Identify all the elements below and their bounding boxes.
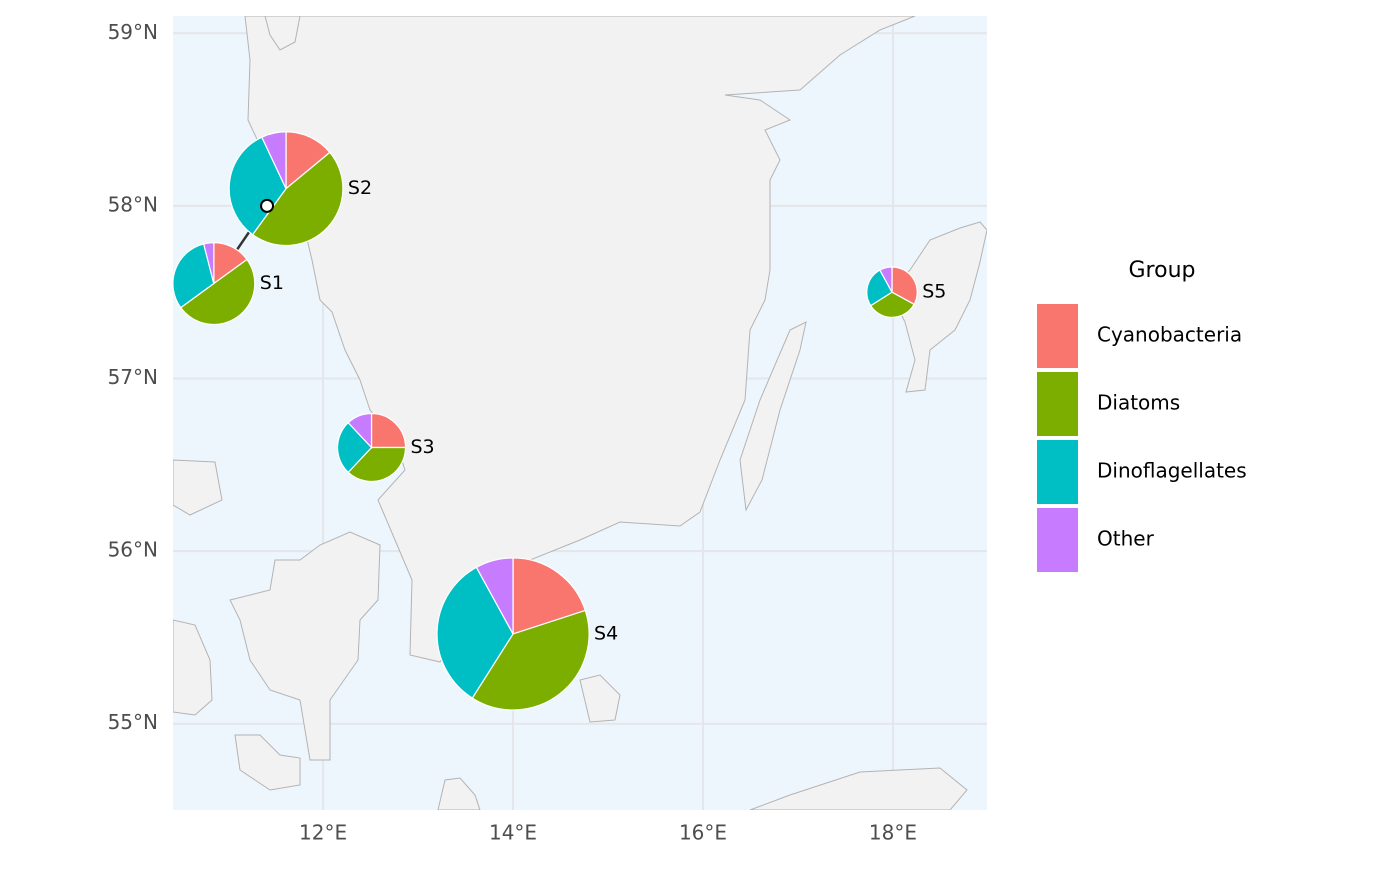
legend-label: Dinoflagellates [1097, 459, 1247, 483]
legend-key [1037, 372, 1078, 436]
y-tick-label: 57°N [108, 365, 158, 389]
x-tick-label: 18°E [869, 821, 917, 845]
legend-label: Cyanobacteria [1097, 323, 1242, 347]
pie-slice [879, 266, 893, 293]
pie-slice [179, 258, 256, 325]
pie-slice [869, 291, 915, 318]
legend-key [1037, 440, 1078, 504]
pie-slice [172, 243, 215, 309]
pie-slice [866, 269, 893, 307]
legend-label: Diatoms [1097, 391, 1180, 415]
land [173, 459, 223, 516]
pie-slice [347, 446, 407, 483]
station-label: S1 [260, 272, 284, 294]
x-tick-label: 12°E [299, 821, 347, 845]
pie-slice [251, 151, 344, 247]
pie-slice [347, 412, 373, 450]
y-tick-label: 58°N [108, 192, 158, 216]
x-tick-label: 14°E [489, 821, 537, 845]
pie-slice [228, 136, 287, 236]
land [437, 777, 481, 810]
station-label: S5 [922, 281, 946, 303]
legend: Cyanobacteria Diatoms Dinoflagellates Other [1037, 304, 1247, 572]
station-label: S3 [411, 436, 435, 458]
pie-slice [261, 131, 287, 189]
land [229, 531, 381, 761]
y-tick-label: 56°N [108, 538, 158, 562]
pie-slice [471, 609, 590, 711]
station-label: S2 [348, 177, 372, 199]
pie-slice [370, 412, 407, 449]
pie-slice [475, 557, 514, 635]
station-site [260, 198, 275, 213]
legend-label: Other [1097, 527, 1155, 551]
pie-slice [512, 557, 587, 635]
legend-title: Group [1129, 258, 1196, 283]
y-tick-label: 59°N [108, 20, 158, 44]
land [234, 734, 301, 791]
land [173, 619, 213, 716]
land [579, 674, 621, 723]
legend-key [1037, 304, 1078, 368]
pie-slice [202, 242, 215, 284]
legend-key [1037, 508, 1078, 572]
y-tick-label: 55°N [108, 710, 158, 734]
station-label: S4 [594, 622, 618, 644]
land [749, 767, 968, 810]
pies: S1 S2 S3 S4 S5 [172, 131, 946, 711]
land [264, 16, 301, 51]
pie-slice [336, 421, 373, 474]
x-tick-label: 16°E [679, 821, 727, 845]
land [739, 321, 807, 512]
